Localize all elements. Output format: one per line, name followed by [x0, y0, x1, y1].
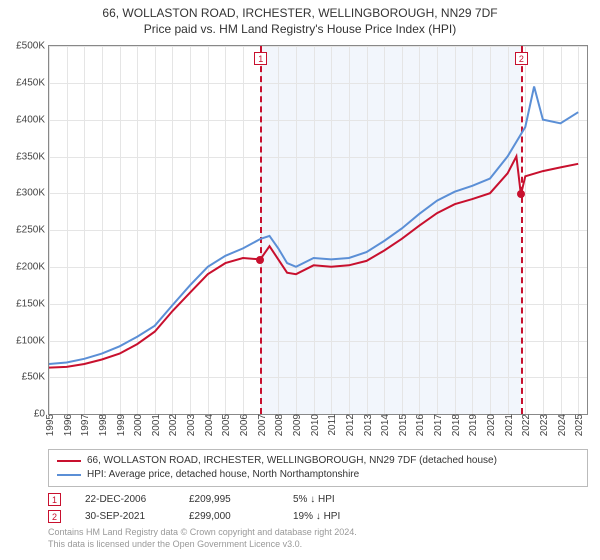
legend-item: 66, WOLLASTON ROAD, IRCHESTER, WELLINGBO…	[57, 454, 579, 468]
x-axis-label: 1998	[98, 414, 109, 436]
y-axis-label: £150K	[16, 298, 45, 309]
footer-line-2: This data is licensed under the Open Gov…	[48, 539, 588, 551]
y-axis-label: £100K	[16, 335, 45, 346]
x-axis-label: 1995	[45, 414, 56, 436]
x-axis-label: 2000	[133, 414, 144, 436]
x-axis-label: 2019	[468, 414, 479, 436]
x-axis-label: 2007	[257, 414, 268, 436]
x-axis-label: 2013	[363, 414, 374, 436]
legend-label: 66, WOLLASTON ROAD, IRCHESTER, WELLINGBO…	[87, 454, 497, 468]
transaction-row-marker: 2	[48, 510, 61, 523]
series-price_paid	[49, 157, 578, 368]
x-axis-label: 2004	[204, 414, 215, 436]
legend-swatch	[57, 460, 81, 462]
transaction-row: 2 30-SEP-2021 £299,000 19% ↓ HPI	[48, 510, 588, 523]
x-axis-label: 2001	[151, 414, 162, 436]
transaction-date: 30-SEP-2021	[85, 511, 165, 522]
transaction-vs-hpi: 5% ↓ HPI	[293, 494, 373, 505]
x-axis-label: 2023	[539, 414, 550, 436]
y-axis-label: £500K	[16, 41, 45, 52]
transaction-price: £209,995	[189, 494, 269, 505]
x-axis-label: 2002	[168, 414, 179, 436]
x-axis-label: 2018	[451, 414, 462, 436]
y-axis-label: £350K	[16, 151, 45, 162]
footer-line-1: Contains HM Land Registry data © Crown c…	[48, 527, 588, 539]
footer: Contains HM Land Registry data © Crown c…	[48, 527, 588, 550]
legend-swatch	[57, 474, 81, 476]
transaction-row: 1 22-DEC-2006 £209,995 5% ↓ HPI	[48, 493, 588, 506]
x-axis-label: 2010	[310, 414, 321, 436]
x-axis-label: 2006	[239, 414, 250, 436]
y-axis-label: £50K	[22, 372, 45, 383]
y-axis-label: £400K	[16, 114, 45, 125]
x-axis-label: 1999	[116, 414, 127, 436]
y-axis-label: £250K	[16, 225, 45, 236]
x-axis-label: 2024	[557, 414, 568, 436]
title-address: 66, WOLLASTON ROAD, IRCHESTER, WELLINGBO…	[0, 6, 600, 22]
y-axis-label: £300K	[16, 188, 45, 199]
x-axis-label: 2021	[504, 414, 515, 436]
y-axis-label: £450K	[16, 77, 45, 88]
series-hpi	[49, 87, 578, 365]
x-axis-label: 2016	[415, 414, 426, 436]
x-axis-label: 2015	[398, 414, 409, 436]
y-axis-label: £0	[34, 409, 45, 420]
transaction-table: 1 22-DEC-2006 £209,995 5% ↓ HPI 2 30-SEP-2021…	[48, 493, 588, 523]
chart-lines	[49, 46, 587, 414]
legend-label: HPI: Average price, detached house, Nort…	[87, 468, 359, 482]
x-axis-label: 2009	[292, 414, 303, 436]
x-axis-label: 2022	[521, 414, 532, 436]
x-axis-label: 2017	[433, 414, 444, 436]
y-axis-label: £200K	[16, 261, 45, 272]
legend-item: HPI: Average price, detached house, Nort…	[57, 468, 579, 482]
transaction-date: 22-DEC-2006	[85, 494, 165, 505]
x-axis-label: 2014	[380, 414, 391, 436]
chart: 12 £0£50K£100K£150K£200K£250K£300K£350K£…	[48, 45, 588, 415]
x-axis-label: 2025	[574, 414, 585, 436]
transaction-row-marker: 1	[48, 493, 61, 506]
x-axis-label: 2012	[345, 414, 356, 436]
x-axis-label: 2005	[221, 414, 232, 436]
x-axis-label: 2003	[186, 414, 197, 436]
x-axis-label: 2008	[274, 414, 285, 436]
x-axis-label: 2011	[327, 414, 338, 436]
legend: 66, WOLLASTON ROAD, IRCHESTER, WELLINGBO…	[48, 449, 588, 487]
transaction-price: £299,000	[189, 511, 269, 522]
title-subtitle: Price paid vs. HM Land Registry's House …	[0, 22, 600, 38]
transaction-vs-hpi: 19% ↓ HPI	[293, 511, 373, 522]
x-axis-label: 1996	[63, 414, 74, 436]
x-axis-label: 2020	[486, 414, 497, 436]
x-axis-label: 1997	[80, 414, 91, 436]
